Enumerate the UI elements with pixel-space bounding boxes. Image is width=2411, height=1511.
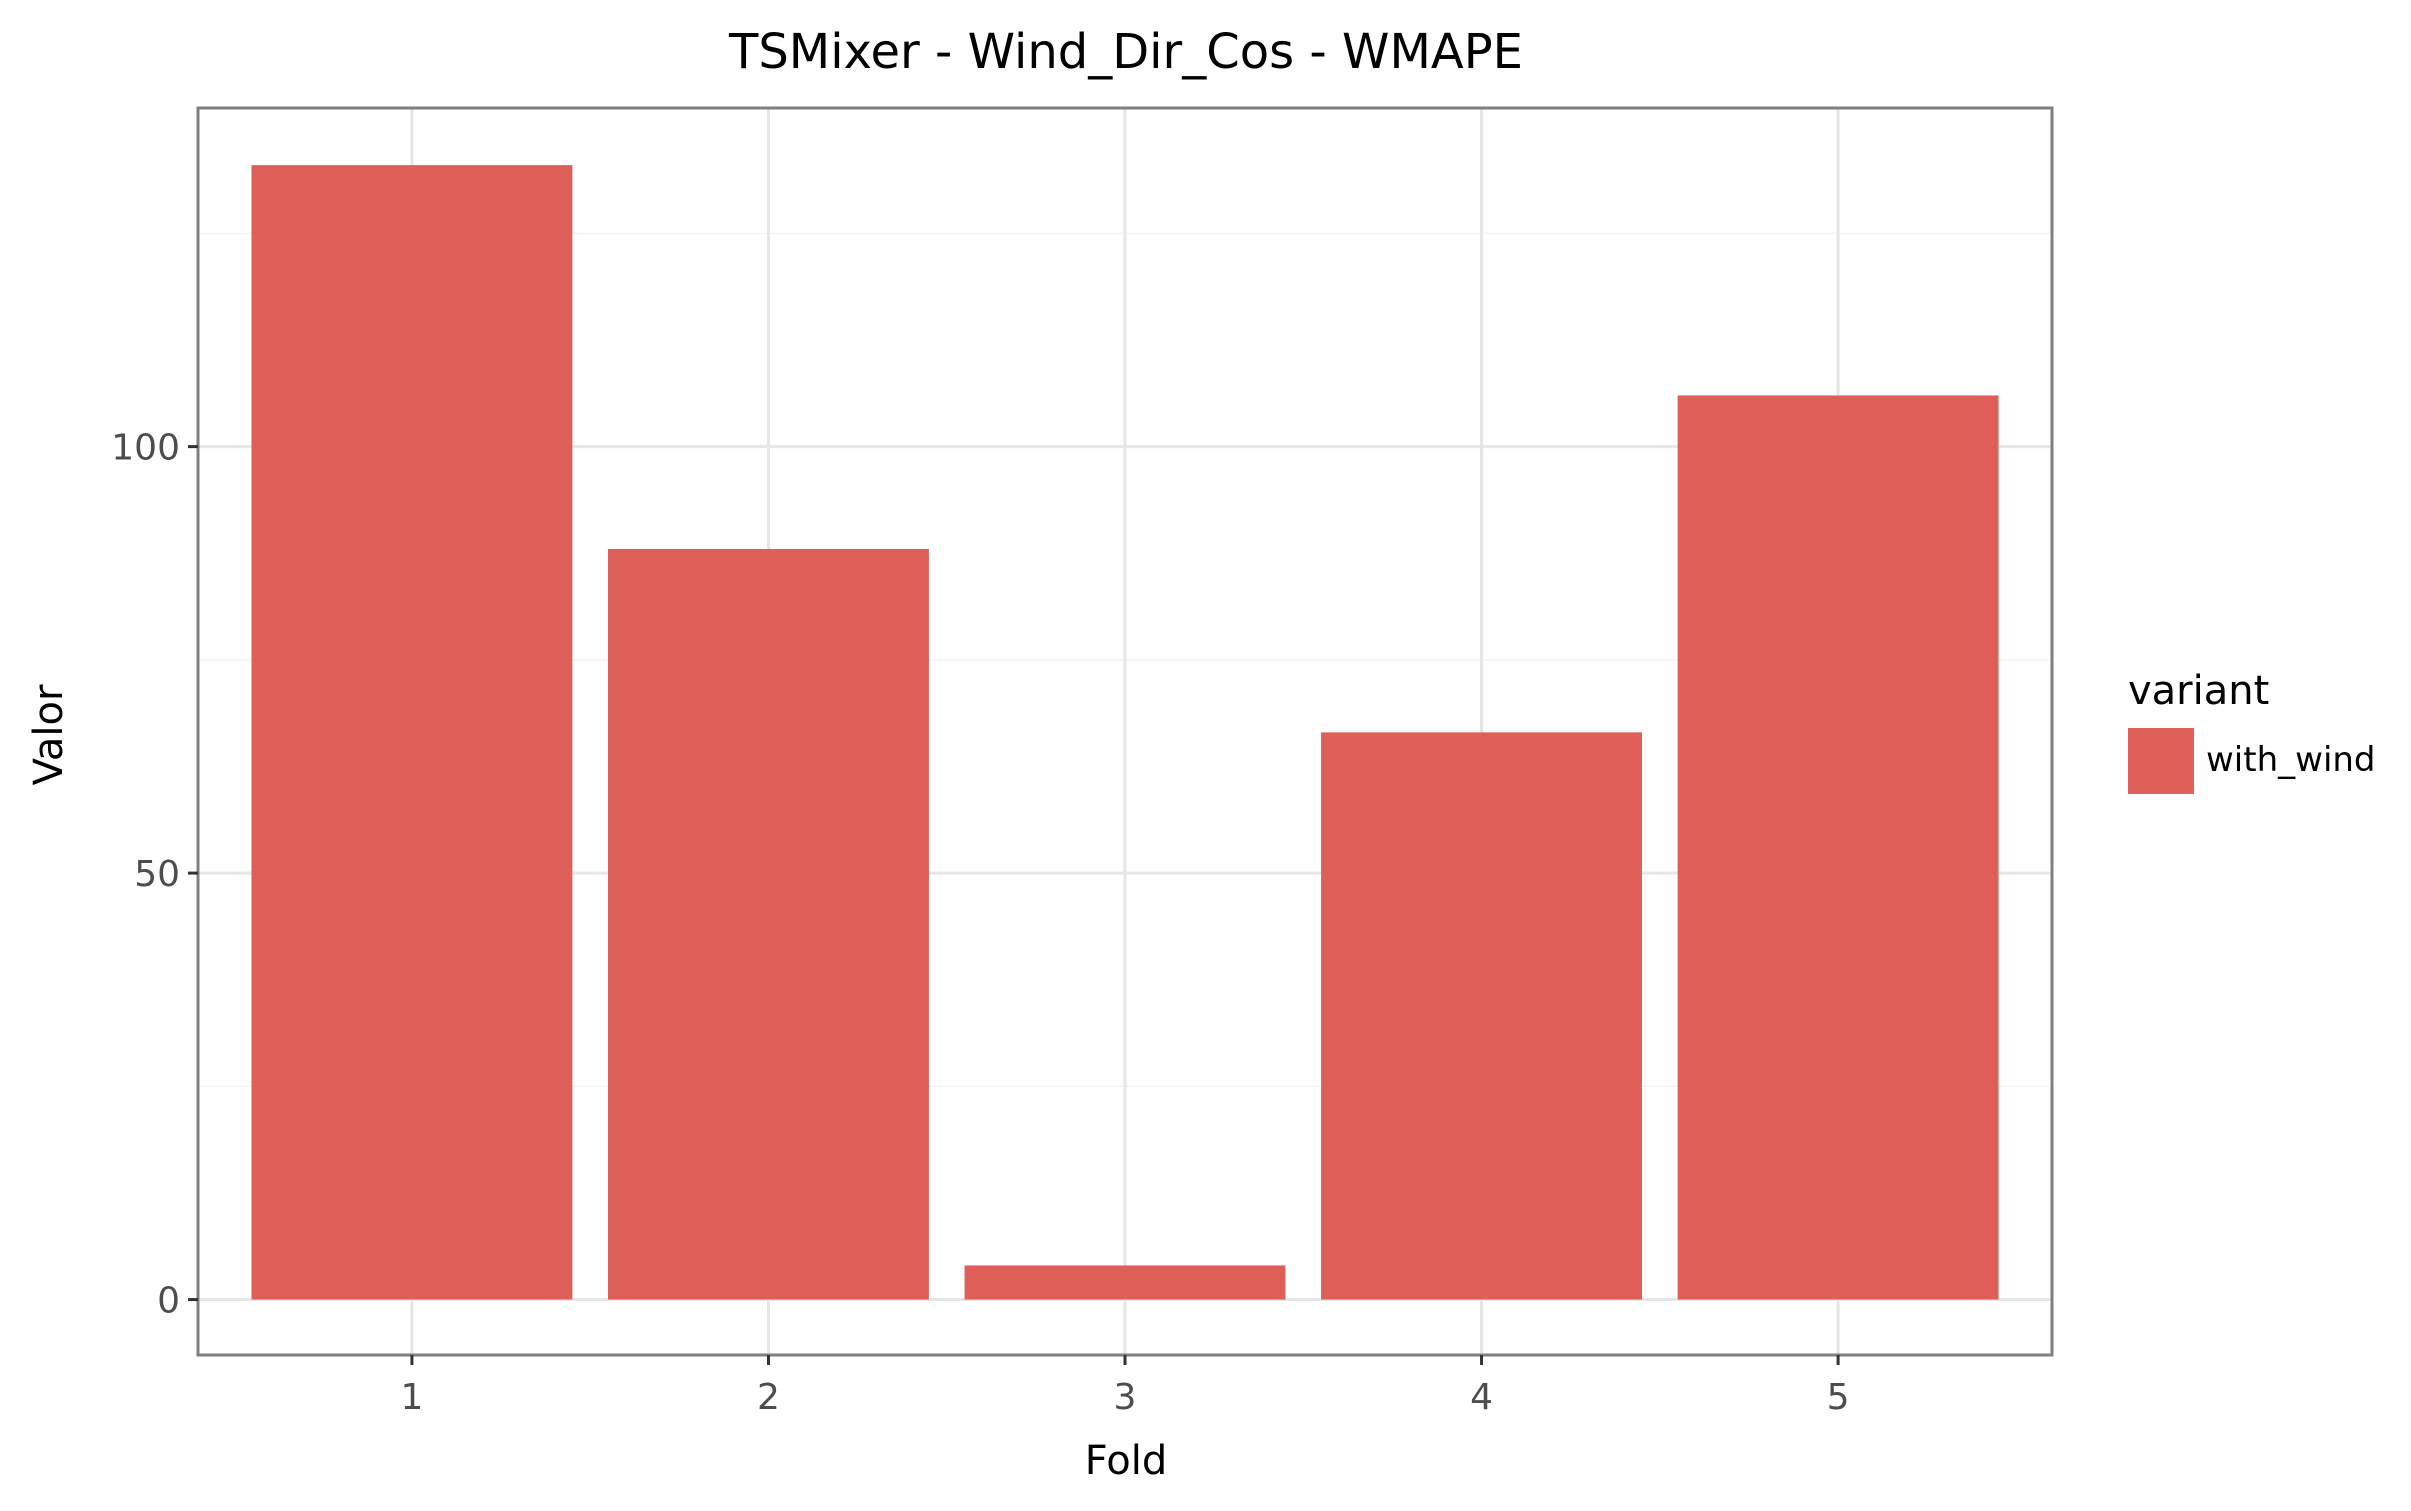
- x-axis-label: Fold: [1085, 1438, 1168, 1484]
- y-tick-label: 0: [157, 1281, 180, 1322]
- x-tick-label: 1: [400, 1377, 423, 1418]
- x-tick-label: 5: [1827, 1377, 1850, 1418]
- x-tick-label: 2: [757, 1377, 780, 1418]
- chart-title: TSMixer - Wind_Dir_Cos - WMAPE: [728, 24, 1523, 80]
- x-tick-label: 4: [1470, 1377, 1493, 1418]
- bar-fold-4: [1321, 732, 1642, 1300]
- bar-fold-3: [964, 1265, 1286, 1300]
- legend-title: variant: [2128, 668, 2269, 714]
- y-axis-label: Valor: [26, 684, 72, 785]
- bar-fold-1: [251, 165, 573, 1300]
- bar-fold-2: [608, 548, 929, 1300]
- bar-fold-5: [1677, 395, 1999, 1300]
- y-tick-label: 100: [111, 428, 180, 469]
- legend-key-with-wind: [2128, 728, 2194, 794]
- y-tick-label: 50: [134, 854, 180, 895]
- legend-label-with-wind: with_wind: [2206, 740, 2376, 780]
- x-tick-label: 3: [1114, 1377, 1137, 1418]
